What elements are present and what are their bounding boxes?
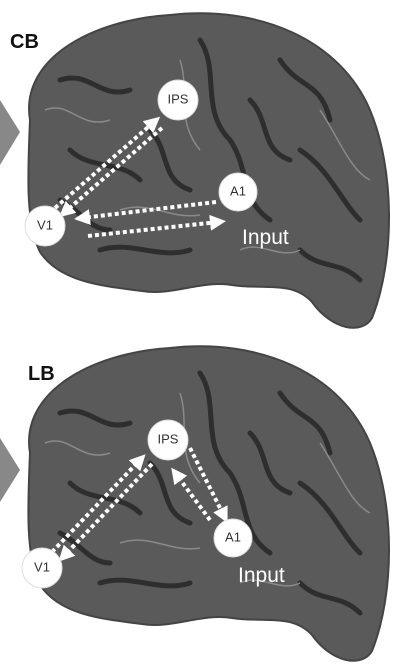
node-label: V1 <box>37 217 53 232</box>
pointer <box>0 438 20 502</box>
node <box>157 79 199 121</box>
pointer <box>0 100 20 165</box>
node-label: IPS <box>158 431 179 446</box>
input-label: Input <box>238 564 285 587</box>
panel-label: LB <box>28 363 55 385</box>
node <box>24 205 66 247</box>
panel-lb: LB IPS A1 V1 Input <box>0 346 389 660</box>
node-label: V1 <box>34 559 50 574</box>
node <box>218 172 258 212</box>
node-label: IPS <box>168 91 189 106</box>
brain <box>28 13 389 327</box>
node <box>147 419 189 461</box>
arrows <box>53 116 226 238</box>
panel-cb: CB IPS A1 V1 Input <box>0 13 389 327</box>
node-label: A1 <box>225 529 241 544</box>
node <box>213 518 253 558</box>
node-label: A1 <box>230 183 246 198</box>
node <box>21 547 63 589</box>
input-label: Input <box>242 226 289 249</box>
arrows <box>50 447 228 562</box>
panel-label: CB <box>10 31 39 53</box>
brain <box>28 346 389 660</box>
